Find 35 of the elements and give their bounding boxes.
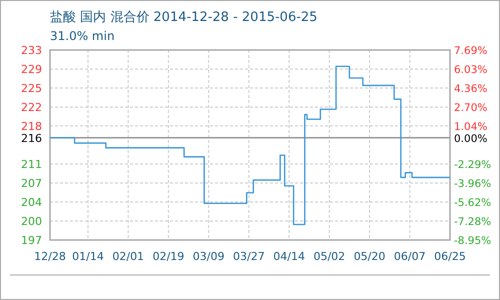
y-tick-label: 207	[21, 176, 42, 190]
y2-tick-label: 4.36%	[454, 83, 488, 96]
y2-tick-label: 0.00%	[454, 132, 488, 145]
y-tick-label: 200	[21, 215, 42, 228]
y-tick-label: 211	[21, 158, 42, 171]
chart-title: 盐酸 国内 混合价 2014-12-28 - 2015-06-25	[50, 10, 318, 25]
x-tick-label: 05/20	[354, 250, 386, 263]
y2-tick-label: 2.70%	[454, 102, 488, 114]
y2-tick-label: -5.62%	[454, 196, 492, 209]
x-tick-label: 05/02	[313, 250, 346, 263]
y2-tick-label: 7.69%	[454, 45, 488, 57]
y2-tick-label: -2.29%	[454, 158, 492, 171]
x-tick-label: 02/19	[152, 250, 184, 263]
x-tick-label: 04/14	[273, 250, 305, 263]
x-tick-label: 01/14	[72, 250, 104, 263]
y-tick-label: 225	[21, 82, 42, 95]
y-tick-label: 216	[21, 132, 42, 145]
x-tick-label: 03/27	[233, 250, 265, 263]
y2-tick-label: -7.28%	[454, 216, 492, 228]
y-tick-label: 197	[21, 234, 42, 247]
x-tick-label: 03/09	[192, 250, 225, 263]
x-tick-label: 06/25	[434, 250, 466, 263]
y-tick-label: 222	[21, 101, 42, 114]
y-tick-label: 218	[21, 120, 42, 133]
y-tick-label: 229	[21, 63, 42, 76]
chart-subtitle: 31.0% min	[50, 29, 115, 43]
x-tick-label: 06/07	[394, 250, 426, 263]
x-tick-label: 02/01	[112, 250, 144, 263]
y2-tick-label: 1.04%	[454, 120, 488, 133]
y-tick-label: 204	[21, 196, 42, 209]
y2-tick-label: -3.96%	[454, 178, 492, 190]
y2-tick-label: 6.03%	[454, 64, 488, 76]
y-tick-label: 233	[21, 44, 42, 57]
y2-tick-label: -8.95%	[454, 235, 492, 247]
x-tick-label: 12/28	[34, 250, 66, 263]
